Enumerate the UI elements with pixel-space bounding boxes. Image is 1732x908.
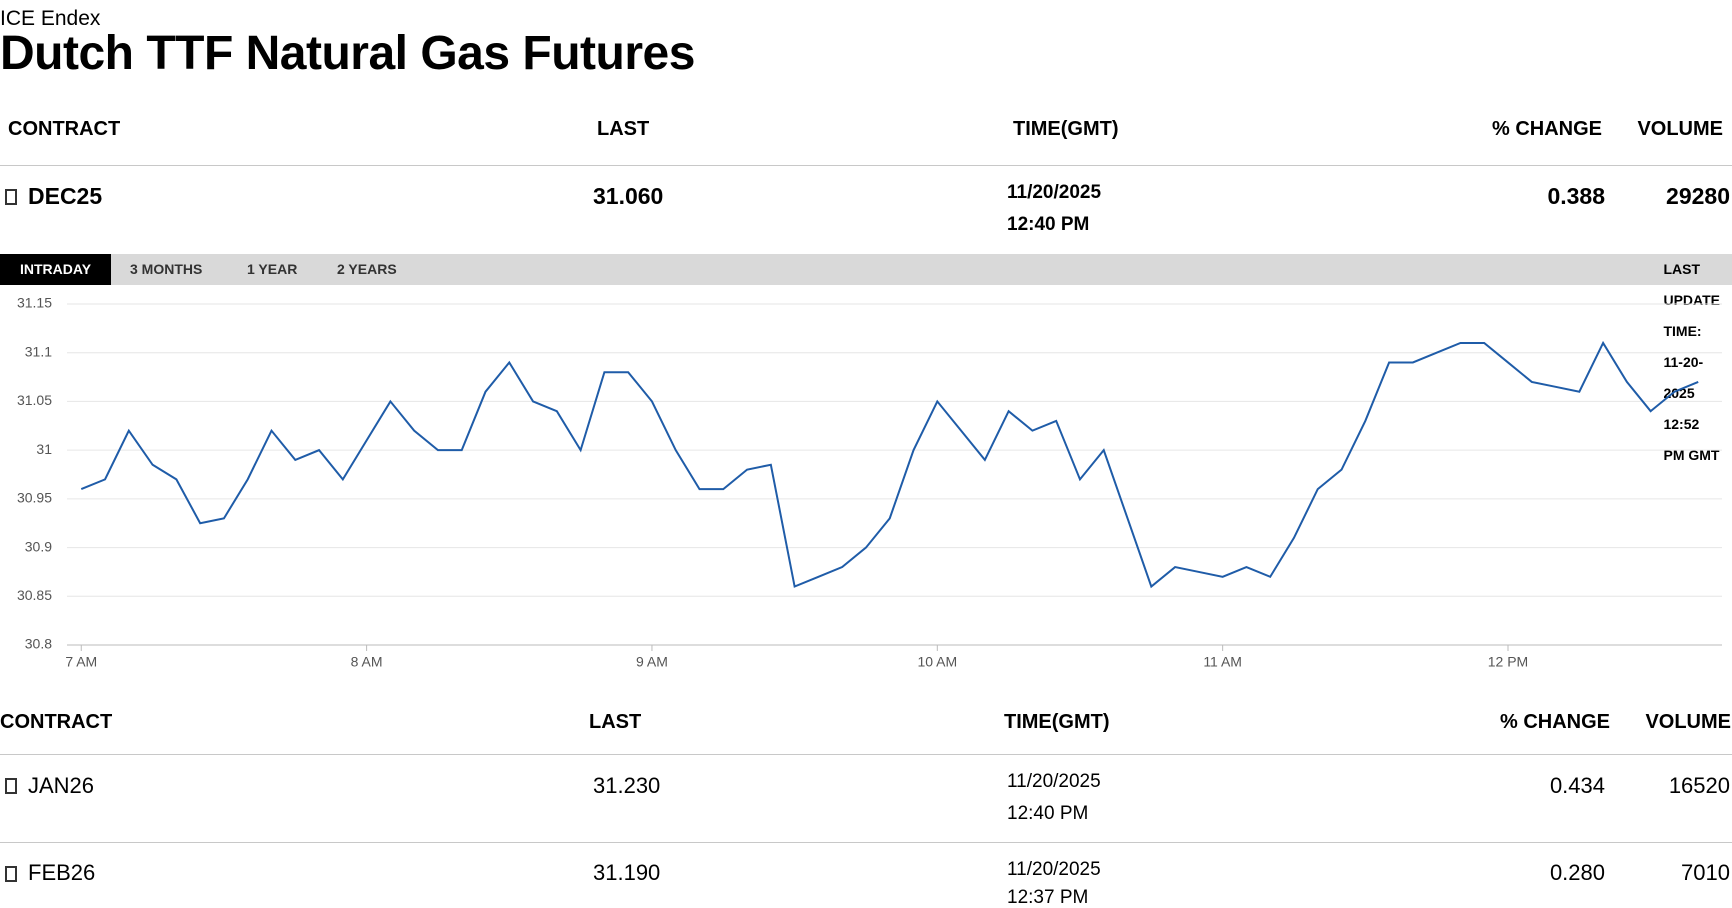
volume: 7010 — [1681, 860, 1730, 885]
column-header: LAST — [597, 118, 650, 140]
x-tick-label: 11 AM — [1203, 654, 1242, 670]
column-header: TIME(GMT) — [1013, 118, 1119, 140]
column-header: % CHANGE — [1491, 118, 1602, 140]
trade-date: 11/20/2025 — [1007, 182, 1102, 203]
trade-time: 12:40 PM — [1007, 214, 1090, 235]
percent-change: 0.434 — [1549, 773, 1605, 798]
tab[interactable]: 3 MONTHS — [130, 261, 203, 277]
chart-icon — [5, 866, 17, 882]
last-update: LAST UPDATE TIME: 11-20-2025 12:52 PM GM… — [1663, 261, 1721, 463]
tab-bar: INTRADAY 3 MONTHS 1 YEAR 2 YEARS LAST UP… — [0, 254, 1732, 463]
tab[interactable]: INTRADAY — [0, 254, 112, 285]
trade-time: 12:37 PM — [1007, 887, 1089, 908]
divider — [0, 842, 1732, 843]
y-tick-label: 31 — [36, 441, 52, 457]
y-tick-label: 31.1 — [25, 343, 52, 359]
x-tick-label: 9 AM — [636, 654, 668, 670]
column-header: VOLUME — [1637, 118, 1723, 140]
x-tick-label: 7 AM — [65, 654, 97, 670]
x-tick-label: 8 AM — [351, 654, 383, 670]
price-line — [80, 340, 1699, 589]
y-tick-label: 30.95 — [17, 490, 52, 506]
tab[interactable]: 2 YEARS — [337, 261, 397, 277]
y-tick-label: 31.05 — [17, 392, 52, 408]
percent-change: 0.388 — [1547, 183, 1605, 209]
page-title: Dutch TTF Natural Gas Futures — [0, 27, 695, 80]
chart: 30.8 30.85 30.9 30.95 31 31.05 31.1 31.15 7 AM 8 … — [17, 295, 1722, 670]
trade-time: 12:40 PM — [1007, 803, 1089, 824]
chart-icon — [5, 189, 17, 205]
column-header: VOLUME — [1645, 711, 1731, 733]
column-header: CONTRACT — [0, 711, 113, 733]
x-tick-label: 12 PM — [1488, 654, 1528, 670]
divider — [0, 165, 1732, 166]
volume: 16520 — [1668, 773, 1730, 798]
percent-change: 0.280 — [1549, 860, 1605, 885]
x-tick-label: 10 AM — [917, 654, 957, 670]
tab[interactable]: 1 YEAR — [247, 261, 298, 277]
column-header: CONTRACT — [8, 118, 121, 140]
chart-icon — [5, 778, 17, 794]
y-tick-label: 30.85 — [17, 587, 52, 603]
trade-date: 11/20/2025 — [1007, 859, 1101, 880]
y-tick-label: 30.9 — [25, 538, 52, 554]
divider — [0, 754, 1732, 755]
trade-date: 11/20/2025 — [1007, 771, 1101, 792]
contract-link[interactable]: DEC25 — [28, 183, 103, 209]
y-tick-label: 31.15 — [17, 295, 52, 311]
column-header: % CHANGE — [1499, 711, 1610, 733]
source: ICE Endex — [0, 7, 101, 30]
column-header: LAST — [589, 711, 642, 733]
contract-link[interactable]: FEB26 — [28, 860, 96, 885]
last-price: 31.190 — [593, 860, 661, 885]
column-header: TIME(GMT) — [1004, 711, 1110, 733]
last-price: 31.230 — [593, 773, 661, 798]
contract-link[interactable]: JAN26 — [28, 773, 95, 798]
y-tick-label: 30.8 — [25, 636, 52, 652]
last-price: 31.060 — [593, 183, 664, 209]
volume: 29280 — [1666, 183, 1730, 209]
